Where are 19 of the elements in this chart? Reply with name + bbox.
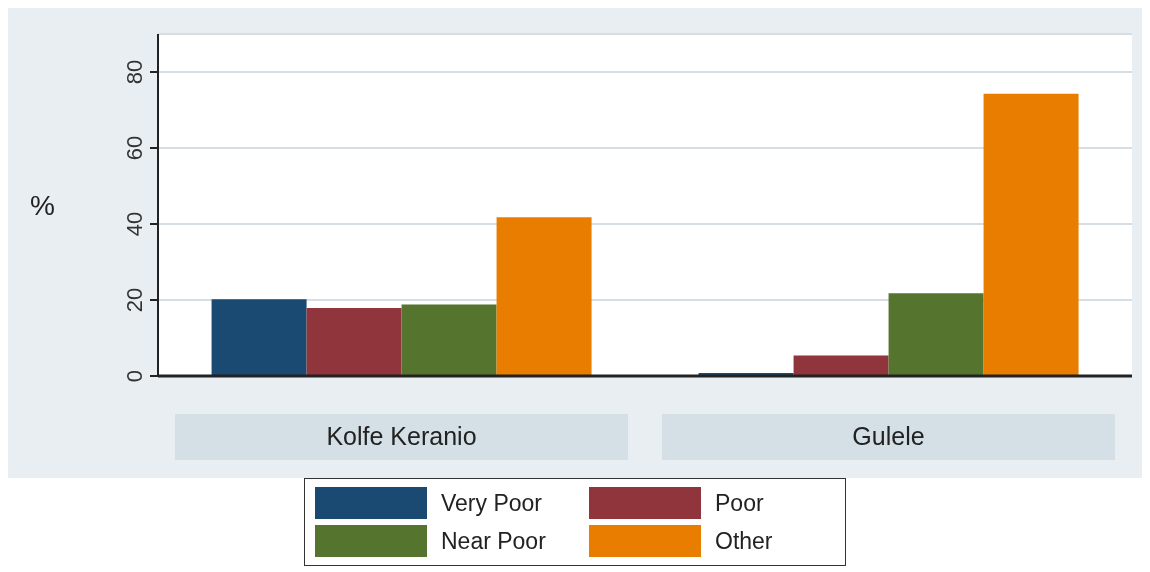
y-axis-title: %	[30, 189, 55, 221]
legend-label: Poor	[715, 489, 765, 517]
bar	[793, 355, 889, 376]
y-tick-label: 20	[122, 287, 147, 313]
x-tick-label: Gulele	[852, 422, 925, 450]
bar	[306, 307, 402, 376]
bar	[496, 217, 592, 376]
legend-label: Other	[715, 527, 774, 555]
y-tick-label: 60	[122, 135, 147, 161]
bar	[401, 304, 497, 376]
x-tick-label: Kolfe Keranio	[326, 422, 477, 450]
legend-label: Near Poor	[441, 527, 547, 555]
legend-label: Very Poor	[441, 489, 543, 517]
y-tick-label: 0	[122, 369, 147, 383]
bar	[983, 93, 1079, 376]
bar	[211, 299, 307, 376]
bar	[888, 293, 984, 376]
y-tick-label: 80	[122, 59, 147, 85]
y-tick-label: 40	[122, 211, 147, 237]
